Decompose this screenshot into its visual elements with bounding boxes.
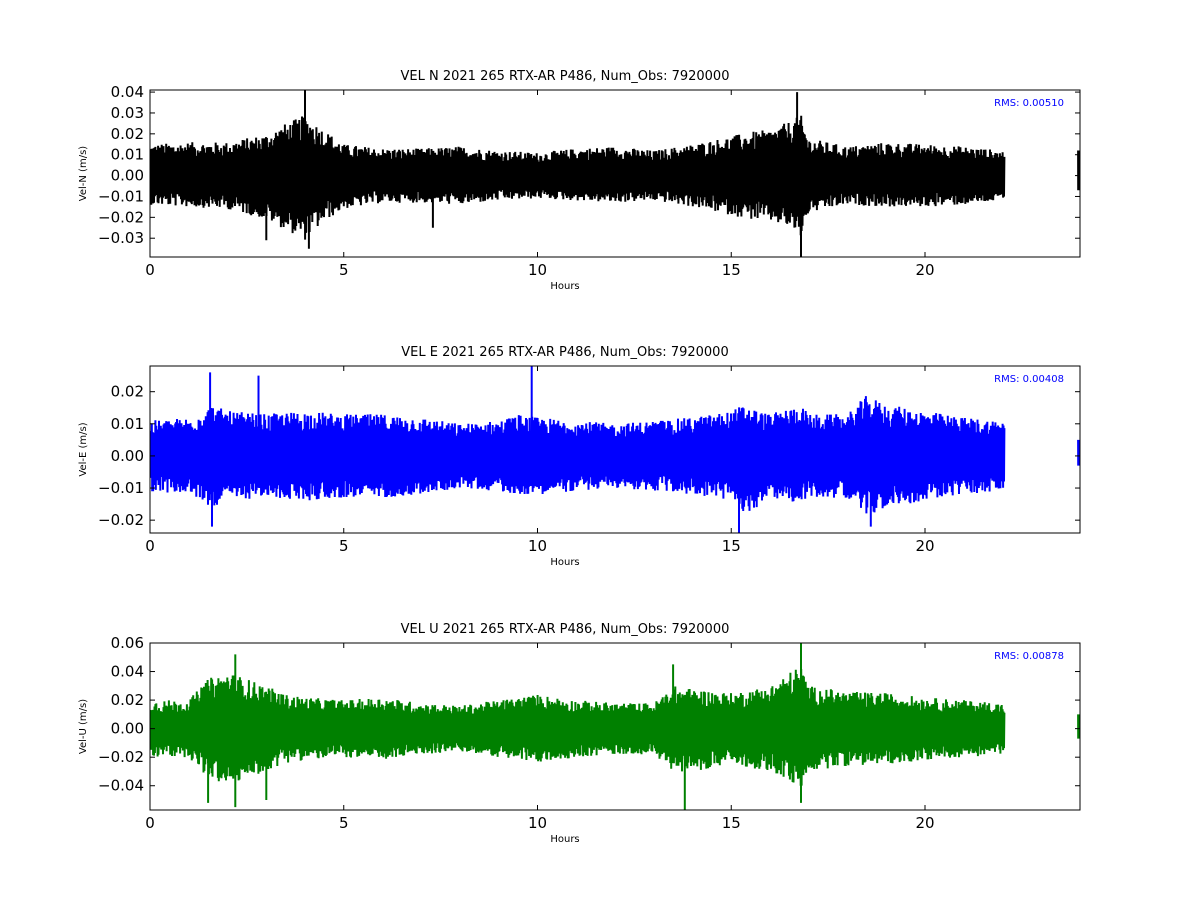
panel-3-ytick-label: 0.06 [111, 634, 144, 652]
panel-1-ytick-label: 0.00 [111, 167, 144, 185]
panel-2-ytick-label: −0.01 [98, 479, 144, 497]
panel-1-ytick-label: −0.02 [98, 208, 144, 226]
panel-3-ylabel: Vel-U (m/s) [78, 699, 89, 754]
panel-2-plot-frame [149, 365, 1081, 534]
panel-3: 0 5 10 15 20 −0.04 −0.02 0.00 0.02 0.04 0.06 VEL U … [78, 622, 1081, 845]
panel-3-ytick-label: −0.04 [98, 777, 144, 795]
panel-1-xtick-label: 0 [145, 261, 155, 279]
panel-2-ytick-label: 0.02 [111, 383, 144, 401]
panel-1-xtick-label: 5 [339, 261, 349, 279]
panel-2-series-line [150, 366, 1006, 533]
panel-3-ytick-label: 0.00 [111, 720, 144, 738]
panel-2-xtick-label: 5 [339, 537, 349, 555]
panel-1-rms-annotation: RMS: 0.00510 [994, 98, 1064, 109]
panel-3-xtick-label: 20 [915, 814, 934, 832]
panel-1-ytick-label: 0.03 [111, 104, 144, 122]
panel-2-xtick-label: 0 [145, 537, 155, 555]
panel-3-ytick-label: 0.02 [111, 691, 144, 709]
panel-1-xtick-label: 20 [915, 261, 934, 279]
panel-3-xtick-label: 10 [528, 814, 547, 832]
panel-1-ytick-label: 0.01 [111, 146, 144, 164]
panel-1-xtick-label: 10 [528, 261, 547, 279]
panel-1-series-line [150, 90, 1006, 257]
panel-2-ytick-label: 0.00 [111, 447, 144, 465]
panel-2-ytick-label: −0.02 [98, 511, 144, 529]
panel-1-ylabel: Vel-N (m/s) [78, 146, 89, 201]
panel-2: 0 5 10 15 20 −0.02 −0.01 0.00 0.01 0.02 VEL E 2021… [78, 345, 1081, 568]
panel-1-xtick-label: 15 [722, 261, 741, 279]
panel-3-title: VEL U 2021 265 RTX-AR P486, Num_Obs: 792… [401, 622, 730, 637]
panel-1: 0 5 10 15 20 −0.03 −0.02 −0.01 0.00 0.01 0.02 0.03 0… [78, 69, 1081, 292]
panel-2-xtick-label: 20 [915, 537, 934, 555]
panel-3-plot-frame [149, 642, 1081, 811]
panel-1-ytick-label: 0.04 [111, 83, 144, 101]
panel-2-ytick-label: 0.01 [111, 415, 144, 433]
panel-3-xtick-label: 0 [145, 814, 155, 832]
panel-3-xtick-label: 5 [339, 814, 349, 832]
panel-2-xtick-label: 15 [722, 537, 741, 555]
panel-2-ylabel: Vel-E (m/s) [78, 422, 89, 476]
panel-1-ytick-label: −0.03 [98, 229, 144, 247]
panel-1-plot-frame [149, 89, 1081, 258]
panel-1-ytick-label: 0.02 [111, 125, 144, 143]
panel-2-title: VEL E 2021 265 RTX-AR P486, Num_Obs: 792… [401, 345, 728, 360]
panel-3-ytick-label: 0.04 [111, 663, 144, 681]
panel-1-ytick-label: −0.01 [98, 187, 144, 205]
panel-2-xtick-label: 10 [528, 537, 547, 555]
panel-1-xlabel: Hours [550, 281, 579, 292]
panel-3-xtick-label: 15 [722, 814, 741, 832]
panel-3-xlabel: Hours [550, 834, 579, 845]
panel-3-series-line [150, 643, 1006, 810]
panel-2-xlabel: Hours [550, 557, 579, 568]
panel-3-rms-annotation: RMS: 0.00878 [994, 651, 1064, 662]
panel-1-title: VEL N 2021 265 RTX-AR P486, Num_Obs: 792… [401, 69, 730, 84]
panel-3-ytick-label: −0.02 [98, 748, 144, 766]
panel-2-rms-annotation: RMS: 0.00408 [994, 374, 1064, 385]
